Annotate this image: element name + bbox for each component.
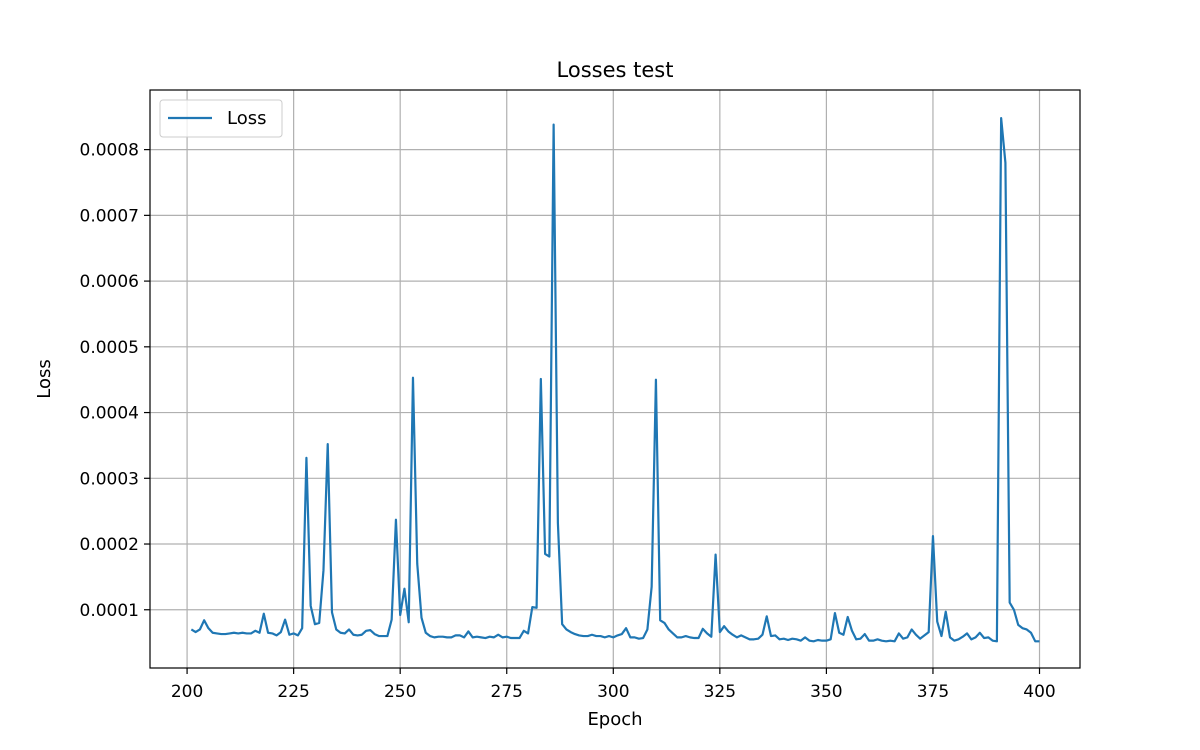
x-tick-label: 325 — [704, 682, 736, 702]
plot-area — [190, 116, 1040, 643]
y-tick-label: 0.0005 — [80, 338, 139, 358]
x-axis-label: Epoch — [587, 709, 642, 730]
y-tick-label: 0.0001 — [80, 601, 139, 621]
y-tick-label: 0.0006 — [80, 272, 139, 292]
legend-label-loss: Loss — [227, 108, 266, 129]
x-tick-label: 275 — [491, 682, 523, 702]
legend-box — [159, 99, 283, 138]
x-tick-label: 225 — [277, 682, 309, 702]
ticks: 200 225 250 275 300 325 350 375 400 0.0001 0.0002 0… — [80, 141, 1056, 702]
x-tick-label: 300 — [597, 682, 629, 702]
x-tick-label: 400 — [1023, 682, 1055, 702]
y-axis-label: Loss — [34, 359, 55, 398]
y-tick-label: 0.0007 — [80, 206, 139, 226]
axes-frame — [149, 89, 1081, 669]
y-tick-label: 0.0008 — [80, 141, 139, 161]
legend: Loss — [159, 99, 283, 138]
grid — [150, 90, 1080, 668]
y-tick-label: 0.0003 — [80, 469, 139, 489]
x-tick-label: 200 — [171, 682, 203, 702]
series-line-loss — [190, 116, 1040, 643]
y-tick-label: 0.0004 — [80, 404, 139, 424]
y-tick-label: 0.0002 — [80, 535, 139, 555]
x-tick-label: 350 — [810, 682, 842, 702]
chart-title: Losses test — [557, 58, 674, 82]
x-tick-label: 375 — [917, 682, 949, 702]
x-tick-label: 250 — [384, 682, 416, 702]
